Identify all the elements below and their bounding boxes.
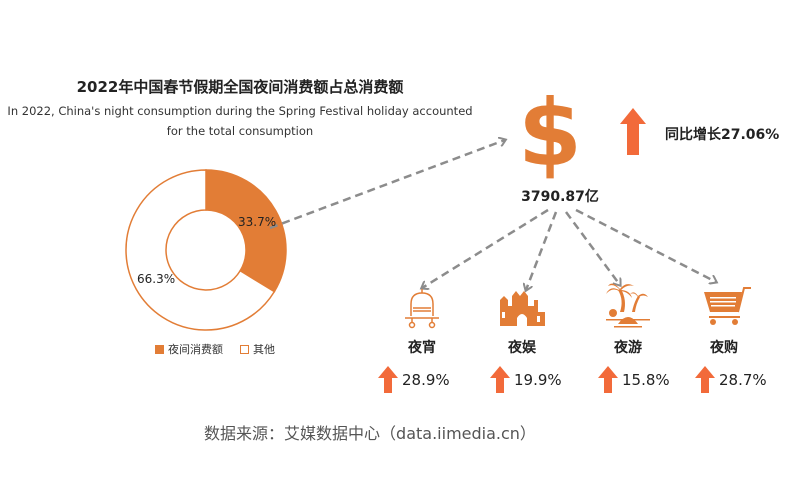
slice-label-night: 33.7% bbox=[238, 215, 277, 229]
category-growth: 15.8% bbox=[622, 371, 670, 389]
legend-item-night: 夜间消费额 bbox=[155, 341, 223, 357]
category-label: 夜购 bbox=[710, 340, 738, 356]
castle-icon bbox=[500, 291, 545, 326]
data-source: 数据来源：艾媒数据中心（data.iimedia.cn） bbox=[204, 424, 536, 443]
category-label: 夜宵 bbox=[408, 340, 436, 356]
up-arrow-icon bbox=[598, 366, 618, 393]
legend-label: 其他 bbox=[253, 343, 275, 356]
category-label: 夜娱 bbox=[508, 340, 536, 356]
category-label: 夜游 bbox=[614, 340, 642, 356]
connector-arrow bbox=[564, 211, 620, 285]
donut-slice-1 bbox=[125, 169, 276, 331]
up-arrow-icon bbox=[620, 108, 646, 155]
up-arrow-icon bbox=[378, 366, 398, 393]
connector-arrow bbox=[269, 140, 505, 230]
dollar-icon: $ bbox=[518, 80, 582, 187]
legend-swatch bbox=[155, 344, 164, 354]
yoy-growth: 同比增长27.06% bbox=[665, 127, 780, 143]
legend-swatch bbox=[240, 344, 249, 354]
donut-slice-0 bbox=[205, 169, 287, 293]
legend-item-other: 其他 bbox=[240, 341, 275, 357]
chart-title: 2022年中国春节假期全国夜间消费额占总消费额 bbox=[76, 78, 404, 96]
category-growth: 28.9% bbox=[402, 371, 450, 389]
category-growth: 19.9% bbox=[514, 371, 562, 389]
legend-label: 夜间消费额 bbox=[168, 343, 223, 356]
connector-arrow bbox=[575, 208, 716, 282]
connector-arrows bbox=[269, 140, 716, 290]
category-growth: 28.7% bbox=[719, 371, 767, 389]
food-cloche-icon bbox=[405, 289, 439, 329]
up-arrow-icon bbox=[695, 366, 715, 393]
palm-tree-icon bbox=[606, 283, 650, 328]
connector-arrow bbox=[526, 211, 558, 290]
chart-subtitle: In 2022, China's night consumption durin… bbox=[0, 101, 480, 141]
slice-label-other: 66.3% bbox=[137, 272, 176, 286]
total-value: 3790.87亿 bbox=[521, 189, 599, 205]
subtitle-line-2: for the total consumption bbox=[166, 124, 314, 138]
shopping-cart-icon bbox=[704, 287, 751, 325]
connector-arrow bbox=[422, 208, 549, 288]
up-arrow-icon bbox=[490, 366, 510, 393]
donut-chart bbox=[125, 169, 287, 331]
subtitle-line-1: In 2022, China's night consumption durin… bbox=[7, 104, 473, 118]
